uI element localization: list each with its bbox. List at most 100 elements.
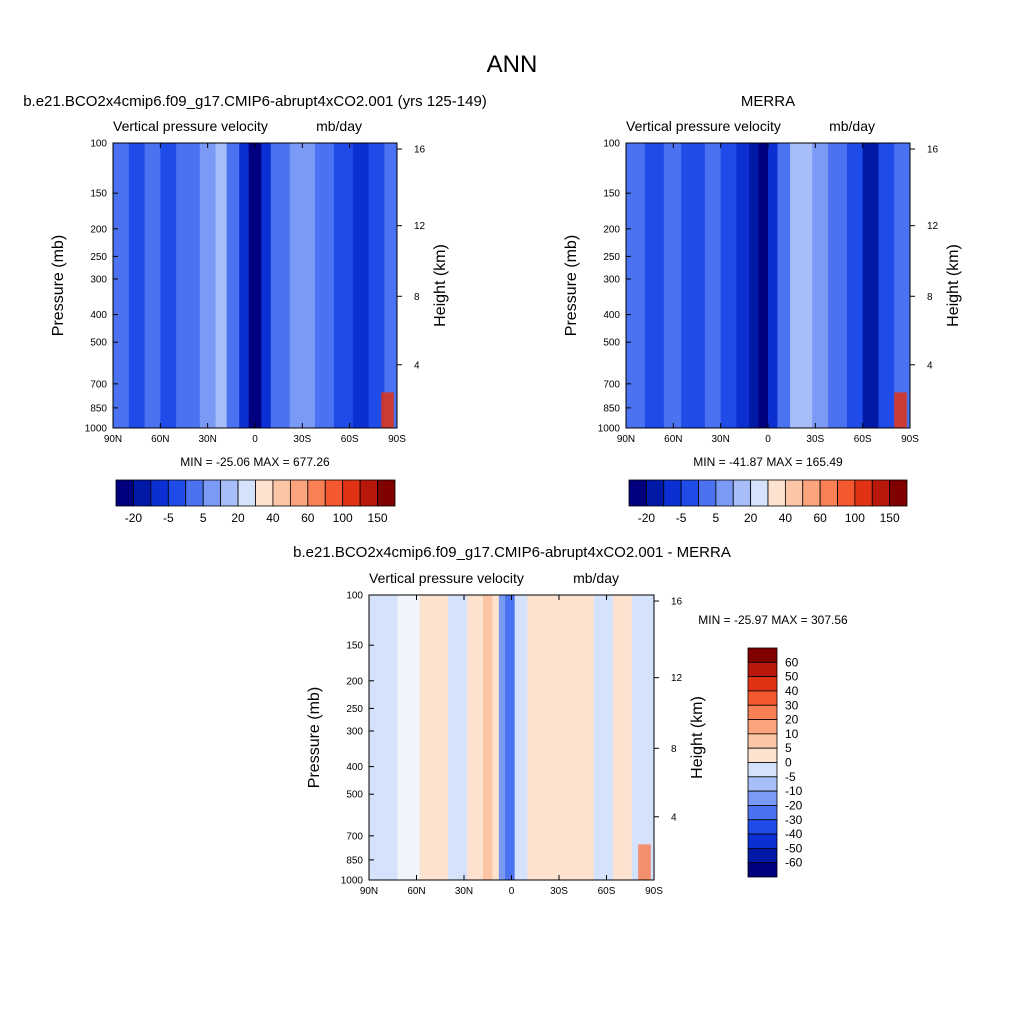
- y2-tick-label: 12: [671, 673, 683, 684]
- contour-band: [199, 143, 217, 428]
- y-tick-label: 300: [346, 726, 363, 737]
- colorbar-box: [715, 479, 734, 507]
- y-tick-label: 100: [603, 139, 620, 150]
- panel-1: b.e21.BCO2x4cmip6.f09_g17.CMIP6-abrupt4x…: [23, 93, 487, 525]
- colorbar-label: 60: [301, 511, 315, 525]
- colorbar-box: [359, 479, 378, 507]
- contour-band: [176, 143, 201, 428]
- contour-band: [369, 595, 398, 880]
- panel-title: b.e21.BCO2x4cmip6.f09_g17.CMIP6-abrupt4x…: [23, 93, 487, 110]
- x-tick-label: 90S: [645, 886, 663, 897]
- colorbar: -20 -5 5 20 40 60 100 150: [115, 479, 396, 525]
- colorbar-box: [185, 479, 204, 507]
- colorbar-label: -40: [785, 827, 803, 841]
- colorbar-box: [747, 704, 778, 720]
- y-tick-label: 700: [90, 379, 107, 390]
- contour-band: [397, 595, 421, 880]
- contour-band: [768, 143, 778, 428]
- colorbar-label: -50: [785, 841, 803, 855]
- contour-band: [419, 595, 449, 880]
- colorbar-label: 40: [266, 511, 280, 525]
- y2-tick-label: 4: [671, 812, 677, 823]
- y-tick-label: 850: [90, 403, 107, 414]
- contour-band: [720, 143, 737, 428]
- colorbar-box: [747, 647, 778, 663]
- colorbar-label: -10: [785, 784, 803, 798]
- colorbar-box: [871, 479, 891, 507]
- colorbar-box: [747, 762, 778, 778]
- colorbar-box: [680, 479, 699, 507]
- contour-band: [758, 143, 769, 428]
- x-tick-label: 0: [252, 434, 258, 445]
- y-tick-label: 250: [346, 704, 363, 715]
- colorbar-box: [237, 479, 256, 507]
- y-tick-label: 1000: [341, 876, 364, 887]
- x-tick-label: 30N: [711, 434, 729, 445]
- contour-band: [626, 143, 646, 428]
- y-tick-label: 500: [346, 790, 363, 801]
- colorbar-label: -30: [785, 813, 803, 827]
- colorbar-label: 60: [785, 655, 799, 669]
- y-tick-label: 700: [603, 379, 620, 390]
- left-string: Vertical pressure velocity: [626, 118, 781, 134]
- panel-2: MERRA Vertical pressure velocity mb/day 100…: [563, 93, 962, 525]
- colorbar-label: -5: [163, 511, 174, 525]
- y2-axis-label: Height (km): [689, 696, 706, 779]
- contour-band: [384, 143, 398, 428]
- colorbar-box: [889, 479, 908, 507]
- contour-band: [160, 143, 177, 428]
- y-tick-label: 300: [90, 274, 107, 285]
- colorbar-box: [628, 479, 647, 507]
- y-axis-label: Pressure (mb): [563, 235, 580, 336]
- colorbar-label: 10: [785, 727, 799, 741]
- x-tick-label: 90S: [901, 434, 919, 445]
- contour-band: [790, 143, 813, 428]
- y-tick-label: 700: [346, 831, 363, 842]
- colorbar-label: 50: [785, 670, 799, 684]
- x-tick-label: 90N: [360, 886, 378, 897]
- colorbar-box: [220, 479, 239, 507]
- panel-title: b.e21.BCO2x4cmip6.f09_g17.CMIP6-abrupt4x…: [293, 544, 731, 561]
- contour-field: [113, 143, 398, 428]
- colorbar-label: -20: [125, 511, 143, 525]
- y2-tick-label: 8: [927, 292, 933, 303]
- contour-band: [631, 595, 655, 880]
- x-tick-label: 30N: [198, 434, 216, 445]
- colorbar-box: [747, 819, 778, 835]
- y-tick-label: 250: [603, 252, 620, 263]
- contour-band: [527, 595, 595, 880]
- colorbar-label: 40: [785, 684, 799, 698]
- colorbar-label: -20: [638, 511, 656, 525]
- contour-band: [827, 143, 848, 428]
- colorbar-box: [255, 479, 274, 507]
- contour-band: [498, 595, 506, 880]
- colorbar-label: -20: [785, 798, 803, 812]
- colorbar-box: [747, 676, 778, 692]
- min-max-label: MIN = -41.87 MAX = 165.49: [693, 455, 843, 469]
- y2-tick-label: 8: [414, 292, 420, 303]
- colorbar-box: [645, 479, 665, 507]
- left-string: Vertical pressure velocity: [369, 570, 524, 586]
- contour-band: [128, 143, 146, 428]
- contour-field: [369, 595, 655, 880]
- y-tick-label: 1000: [85, 424, 108, 435]
- contour-band: [333, 143, 354, 428]
- contour-band: [226, 143, 240, 428]
- colorbar-box: [289, 479, 309, 507]
- contour-band: [638, 844, 651, 880]
- y-tick-label: 150: [346, 641, 363, 652]
- contour-band: [492, 595, 500, 880]
- x-tick-label: 90N: [104, 434, 122, 445]
- y2-axis-label: Height (km): [432, 244, 449, 327]
- colorbar-label: 30: [785, 698, 799, 712]
- y2-tick-label: 8: [671, 744, 677, 755]
- y2-tick-label: 12: [414, 221, 426, 232]
- colorbar-box: [324, 479, 344, 507]
- x-tick-label: 30N: [455, 886, 473, 897]
- colorbar-box: [784, 479, 804, 507]
- colorbar-box: [732, 479, 752, 507]
- y-tick-label: 200: [90, 224, 107, 235]
- colorbar-label: 5: [200, 511, 207, 525]
- colorbar-box: [747, 862, 778, 878]
